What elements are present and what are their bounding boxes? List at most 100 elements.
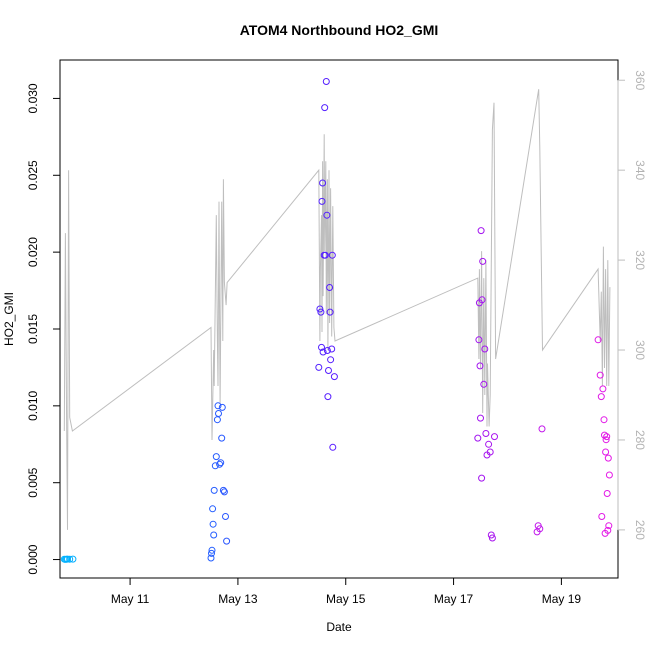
- data-point: [209, 505, 217, 513]
- data-point: [69, 555, 77, 563]
- y-axis-label: HO2_GMI: [2, 292, 16, 346]
- data-point: [328, 251, 336, 259]
- data-point: [326, 284, 334, 291]
- y-tick-label-left: 0.030: [26, 83, 40, 113]
- x-axis: May 11 May 13 May 15 May 17 May 19: [111, 577, 582, 606]
- data-point: [604, 454, 612, 462]
- data-point: [485, 440, 493, 448]
- data-point: [477, 414, 484, 422]
- data-point: [318, 343, 325, 351]
- data-point: [322, 78, 330, 85]
- data-point: [487, 531, 495, 539]
- x-tick-label: May 11: [111, 592, 150, 606]
- data-point: [477, 227, 485, 235]
- data-point: [208, 546, 216, 554]
- data-point: [316, 305, 324, 313]
- data-point: [480, 380, 488, 388]
- y-axis-left: 0.000 0.005 0.010 0.015 0.020 0.025 0.030: [26, 83, 61, 575]
- data-point: [214, 402, 222, 410]
- scatter-points-layer: [60, 78, 613, 563]
- data-point: [604, 526, 612, 534]
- data-point: [600, 416, 608, 424]
- data-point: [602, 448, 610, 456]
- data-point: [66, 555, 74, 563]
- data-point: [210, 531, 218, 539]
- x-tick-label: May 13: [218, 592, 258, 606]
- data-point: [323, 347, 331, 354]
- data-point: [478, 474, 486, 482]
- data-point: [213, 416, 221, 424]
- data-point: [223, 537, 231, 545]
- data-point: [479, 257, 487, 265]
- y-tick-label-left: 0.005: [26, 467, 40, 497]
- data-point: [474, 434, 482, 442]
- data-point: [319, 179, 327, 187]
- y-tick-label-right: 360: [633, 70, 647, 90]
- x-tick-label: May 17: [434, 592, 474, 606]
- data-point: [208, 549, 215, 557]
- data-point: [327, 356, 335, 364]
- y-tick-label-right: 300: [633, 340, 647, 360]
- data-point: [211, 462, 219, 470]
- data-point: [598, 513, 606, 520]
- y-tick-label-left: 0.025: [26, 160, 40, 190]
- y-tick-label-right: 260: [633, 520, 647, 540]
- data-point: [218, 403, 226, 411]
- data-point: [329, 443, 337, 451]
- y-tick-label-right: 340: [633, 160, 647, 180]
- data-point: [605, 471, 613, 479]
- altitude-trace-line: [63, 89, 611, 530]
- data-point: [210, 486, 218, 494]
- x-tick-label: May 19: [542, 592, 582, 606]
- data-point: [323, 211, 331, 219]
- data-point: [486, 448, 494, 456]
- data-point: [602, 436, 610, 444]
- data-point: [222, 513, 229, 520]
- y-tick-label-left: 0.015: [26, 314, 40, 344]
- data-point: [326, 308, 334, 316]
- data-point: [315, 363, 323, 371]
- data-point: [318, 197, 326, 205]
- data-point: [603, 433, 611, 441]
- plot-frame: [59, 59, 619, 579]
- data-point: [478, 296, 486, 304]
- data-point: [212, 453, 220, 461]
- data-point: [218, 434, 226, 442]
- data-point: [475, 336, 483, 344]
- x-axis-label: Date: [326, 620, 352, 634]
- data-point: [207, 554, 215, 562]
- data-point: [215, 410, 222, 417]
- y-tick-label-left: 0.000: [26, 544, 40, 574]
- chart-title: ATOM4 Northbound HO2_GMI: [240, 22, 439, 38]
- data-point: [599, 385, 607, 393]
- data-point: [219, 486, 227, 494]
- data-point: [216, 460, 224, 468]
- data-point: [319, 348, 327, 356]
- data-point: [482, 430, 490, 437]
- data-point: [325, 367, 332, 374]
- data-point: [324, 393, 332, 401]
- data-point: [536, 525, 544, 533]
- data-point: [481, 345, 489, 353]
- data-point: [594, 336, 602, 344]
- y-tick-label-left: 0.020: [26, 237, 40, 267]
- y-tick-label-right: 320: [633, 250, 647, 270]
- y-axis-right: 260 280 300 320 340 360: [617, 70, 647, 540]
- data-point: [317, 308, 325, 316]
- data-point: [596, 371, 604, 379]
- y-tick-label-left: 0.010: [26, 391, 40, 421]
- x-tick-label: May 15: [326, 592, 366, 606]
- data-point: [597, 393, 605, 401]
- data-point: [603, 490, 611, 497]
- data-point: [488, 534, 496, 542]
- data-point: [220, 488, 228, 496]
- data-point: [328, 345, 336, 353]
- data-point: [321, 104, 329, 112]
- data-point: [330, 373, 338, 381]
- data-point: [476, 362, 484, 370]
- data-point: [605, 522, 613, 530]
- data-point: [321, 251, 329, 259]
- data-point: [64, 555, 71, 563]
- data-point: [209, 520, 217, 528]
